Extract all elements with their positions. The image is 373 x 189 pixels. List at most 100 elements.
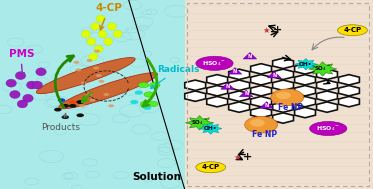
Ellipse shape	[26, 81, 37, 89]
Ellipse shape	[310, 121, 347, 136]
Circle shape	[86, 93, 92, 96]
Polygon shape	[185, 116, 214, 130]
Circle shape	[245, 116, 278, 133]
Polygon shape	[260, 102, 273, 108]
Polygon shape	[251, 75, 272, 85]
Text: 4-CP: 4-CP	[344, 27, 361, 33]
Circle shape	[96, 74, 102, 77]
Ellipse shape	[6, 79, 16, 87]
Circle shape	[69, 100, 76, 104]
Circle shape	[94, 50, 100, 53]
Polygon shape	[251, 96, 272, 107]
Polygon shape	[251, 64, 272, 74]
Ellipse shape	[59, 73, 157, 109]
Circle shape	[103, 93, 109, 96]
Polygon shape	[273, 58, 294, 69]
Text: ★: ★	[263, 26, 270, 35]
Polygon shape	[239, 90, 253, 97]
Circle shape	[90, 99, 95, 102]
Ellipse shape	[37, 57, 135, 94]
Text: Fe NP: Fe NP	[278, 103, 304, 112]
Circle shape	[79, 104, 85, 107]
Ellipse shape	[10, 91, 20, 98]
Polygon shape	[267, 71, 281, 78]
Polygon shape	[317, 80, 338, 91]
Ellipse shape	[87, 38, 96, 45]
Polygon shape	[207, 75, 228, 85]
Text: OH•: OH•	[299, 62, 313, 67]
Polygon shape	[221, 83, 234, 89]
Polygon shape	[229, 80, 250, 91]
Polygon shape	[273, 113, 294, 123]
Ellipse shape	[15, 72, 26, 80]
Circle shape	[93, 67, 99, 70]
Circle shape	[81, 82, 87, 85]
Circle shape	[54, 108, 62, 112]
Polygon shape	[295, 64, 316, 74]
Polygon shape	[185, 80, 206, 91]
Text: HSO$_4$$^-$: HSO$_4$$^-$	[316, 124, 340, 133]
Polygon shape	[273, 69, 294, 80]
Text: +: +	[273, 25, 282, 35]
Circle shape	[148, 101, 158, 107]
Ellipse shape	[98, 30, 107, 38]
Ellipse shape	[104, 38, 113, 45]
Polygon shape	[295, 107, 316, 118]
Circle shape	[144, 92, 154, 97]
Polygon shape	[251, 107, 272, 118]
Circle shape	[276, 92, 291, 99]
Circle shape	[62, 115, 69, 119]
Polygon shape	[251, 86, 272, 96]
Polygon shape	[207, 86, 228, 96]
Polygon shape	[273, 91, 294, 101]
Circle shape	[87, 59, 93, 62]
Polygon shape	[339, 96, 360, 107]
Text: N: N	[272, 73, 276, 77]
Circle shape	[271, 89, 304, 106]
Circle shape	[108, 104, 114, 107]
Circle shape	[135, 91, 143, 95]
Circle shape	[143, 106, 151, 110]
Circle shape	[58, 98, 65, 102]
Polygon shape	[229, 69, 250, 80]
Polygon shape	[339, 75, 360, 85]
Circle shape	[70, 55, 76, 58]
Polygon shape	[228, 68, 242, 74]
Polygon shape	[273, 102, 294, 112]
Polygon shape	[229, 91, 250, 101]
Circle shape	[98, 80, 104, 83]
Ellipse shape	[94, 45, 103, 53]
Text: 4-CP: 4-CP	[95, 3, 122, 30]
Ellipse shape	[17, 100, 28, 108]
Circle shape	[62, 104, 69, 108]
Ellipse shape	[196, 162, 226, 173]
Polygon shape	[273, 80, 294, 91]
Text: Radicals: Radicals	[151, 65, 199, 88]
Polygon shape	[317, 102, 338, 112]
Ellipse shape	[96, 15, 105, 23]
Text: SO$_4$$^-$: SO$_4$$^-$	[314, 64, 331, 74]
Circle shape	[130, 100, 138, 104]
Text: PMS: PMS	[9, 49, 35, 77]
Ellipse shape	[36, 68, 46, 76]
Polygon shape	[185, 0, 373, 189]
Ellipse shape	[338, 25, 367, 36]
Ellipse shape	[91, 23, 100, 30]
Ellipse shape	[113, 30, 122, 38]
Polygon shape	[200, 123, 222, 134]
Circle shape	[75, 68, 81, 71]
Circle shape	[69, 104, 76, 108]
Ellipse shape	[23, 94, 33, 102]
Polygon shape	[295, 96, 316, 107]
Circle shape	[76, 113, 84, 117]
Polygon shape	[317, 91, 338, 101]
Polygon shape	[207, 96, 228, 107]
Polygon shape	[317, 69, 338, 80]
Text: N: N	[264, 103, 269, 108]
Text: Fe NP: Fe NP	[252, 130, 278, 139]
Polygon shape	[229, 102, 250, 112]
Text: OH•: OH•	[204, 126, 217, 131]
Circle shape	[73, 61, 79, 64]
Ellipse shape	[196, 56, 233, 70]
Ellipse shape	[89, 53, 98, 60]
